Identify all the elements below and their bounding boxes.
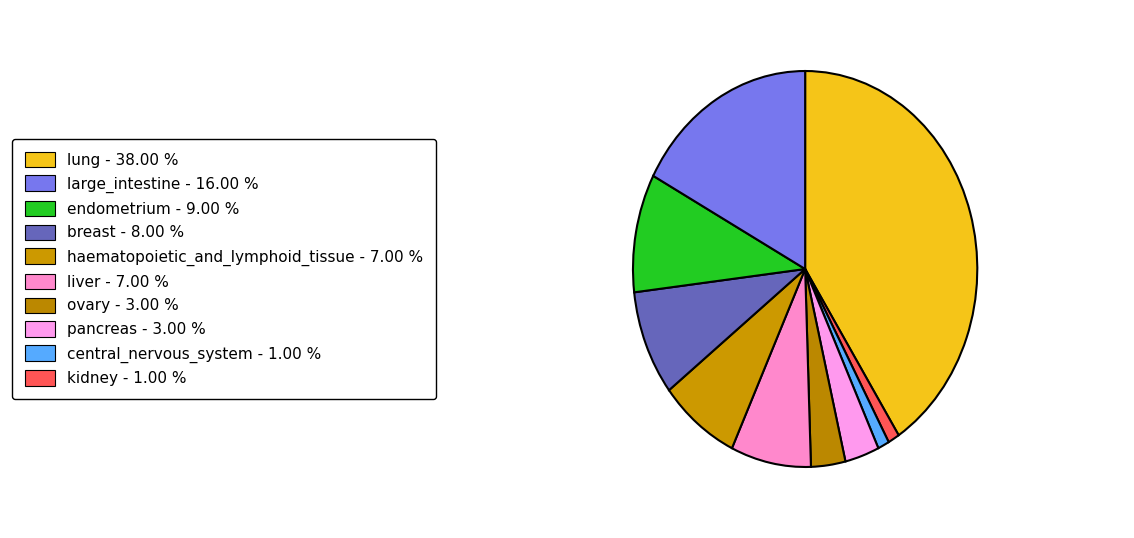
Wedge shape (805, 269, 846, 467)
Wedge shape (731, 269, 811, 467)
Wedge shape (634, 269, 805, 390)
Wedge shape (805, 269, 898, 442)
Wedge shape (805, 269, 889, 448)
Wedge shape (805, 71, 978, 435)
Wedge shape (633, 176, 805, 292)
Legend: lung - 38.00 %, large_intestine - 16.00 %, endometrium - 9.00 %, breast - 8.00 %: lung - 38.00 %, large_intestine - 16.00 … (12, 139, 435, 399)
Wedge shape (653, 71, 805, 269)
Wedge shape (669, 269, 805, 448)
Wedge shape (805, 269, 879, 462)
